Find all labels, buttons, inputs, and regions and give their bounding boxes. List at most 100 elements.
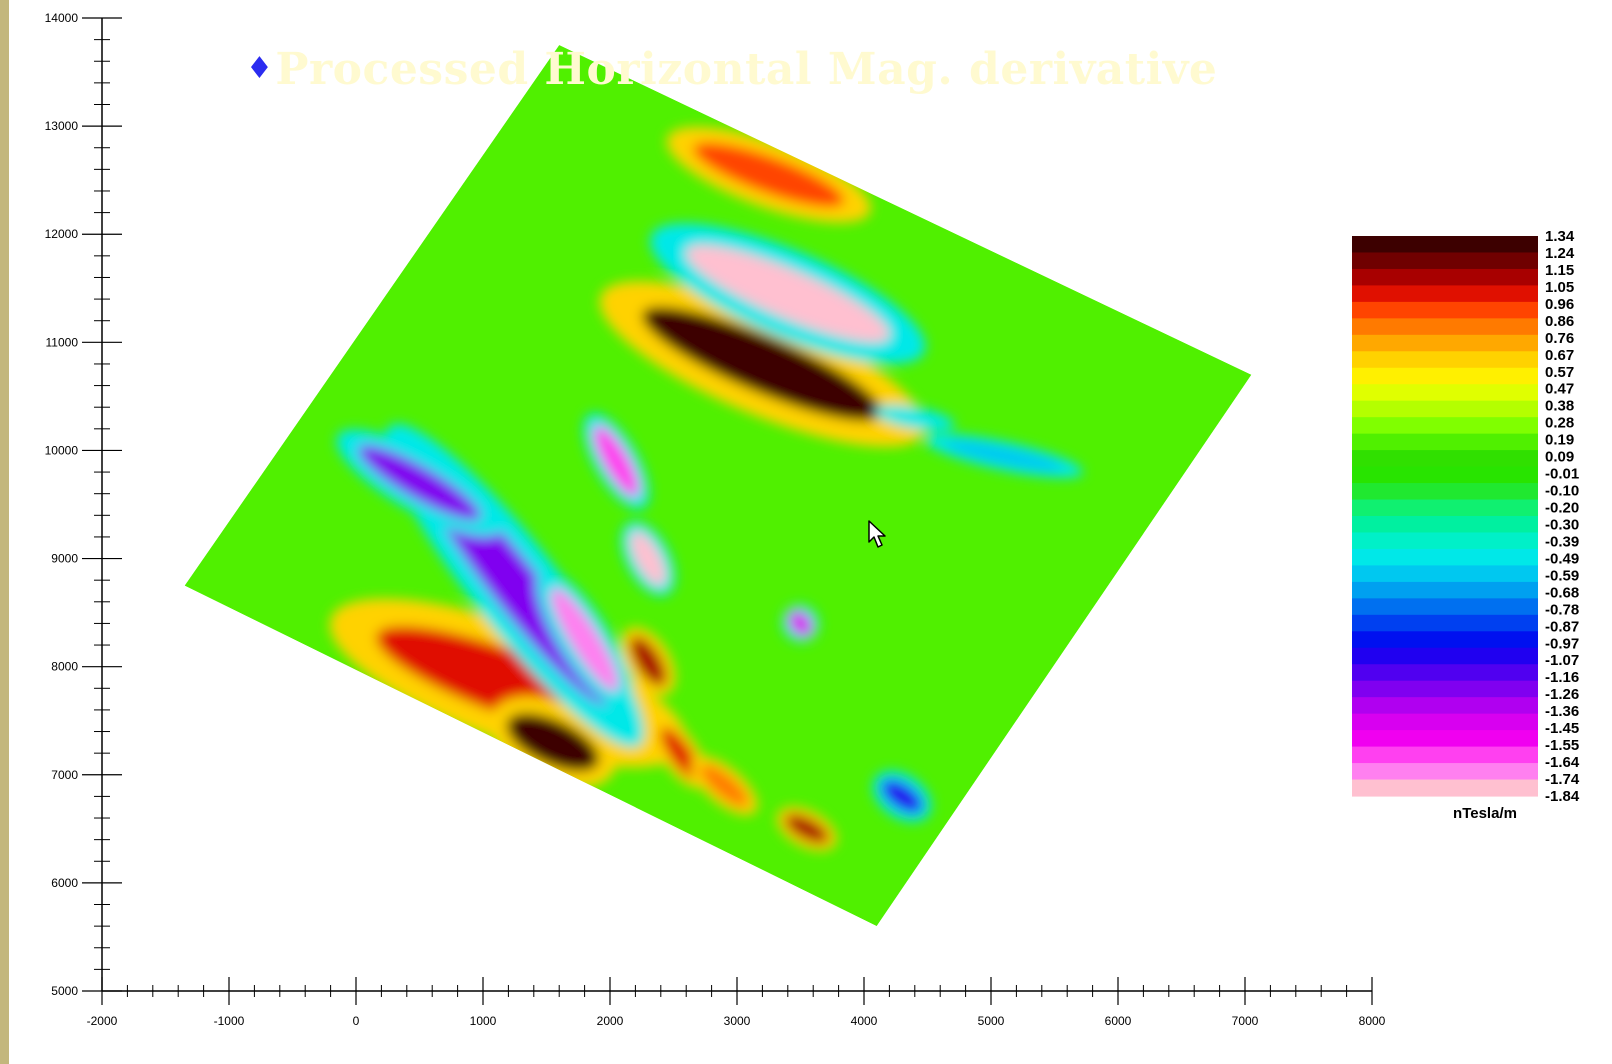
x-tick-label: -2000 [87,1014,118,1028]
colorbar-label: -1.64 [1545,754,1580,771]
colorbar-label: 0.28 [1545,415,1574,432]
colorbar-label: 0.86 [1545,313,1574,330]
y-tick-label: 14000 [45,11,79,25]
x-tick-label: 0 [353,1014,360,1028]
anomaly-blob [885,410,945,426]
anomaly-blob [700,764,749,807]
colorbar-swatch [1352,351,1538,369]
anomaly-blob [693,142,845,207]
colorbar-label: -1.16 [1545,669,1579,686]
colorbar-swatch [1352,516,1538,534]
colorbar-label: -0.20 [1545,500,1579,517]
colorbar-swatch [1352,318,1538,336]
colorbar-label: -1.45 [1545,720,1579,737]
colorbar-swatch [1352,285,1538,303]
y-tick-label: 10000 [45,443,79,457]
colorbar-swatch [1352,614,1538,632]
colorbar-swatch [1352,631,1538,649]
anomaly-blob [630,531,666,586]
x-tick-label: -1000 [214,1014,245,1028]
colorbar-swatch [1352,713,1538,731]
colorbar-swatch [1352,779,1538,797]
x-tick-label: 4000 [851,1014,878,1028]
colorbar-swatch [1352,532,1538,550]
colorbar-swatch [1352,763,1538,781]
colorbar-label: 0.67 [1545,347,1574,364]
chart-title-text: Processed Horizontal Mag. derivative [275,44,1218,95]
anomaly-blob [630,636,667,686]
colorbar-label: -1.36 [1545,703,1579,720]
colorbar-label: -1.55 [1545,737,1579,754]
colorbar-label: 0.19 [1545,432,1574,449]
colorbar-swatch [1352,664,1538,682]
anomaly-blob [660,727,699,779]
colorbar-swatch [1352,433,1538,451]
y-tick-label: 6000 [51,876,78,890]
diamond-bullet-icon: ♦ [246,51,274,86]
colorbar-label: -0.87 [1545,618,1579,635]
colorbar-label: -1.84 [1545,788,1580,805]
y-tick-label: 7000 [51,768,78,782]
colorbar-label: -1.26 [1545,686,1579,703]
y-tick-label: 11000 [46,335,79,349]
x-tick-label: 6000 [1105,1014,1132,1028]
colorbar-label: -0.59 [1545,567,1579,584]
colorbar-label: 1.34 [1545,228,1575,245]
colorbar-unit: nTesla/m [1453,805,1517,822]
colorbar-label: 0.09 [1545,449,1574,466]
anomaly-blob [642,306,883,421]
colorbar: 1.341.241.151.050.960.860.760.670.570.47… [1352,228,1580,822]
colorbar-label: -0.97 [1545,635,1579,652]
anomaly-blob [506,713,600,772]
colorbar-swatch [1352,466,1538,484]
chart-title: ♦Processed Horizontal Mag. derivative [246,44,1217,95]
colorbar-label: 1.24 [1545,245,1575,262]
colorbar-label: -0.49 [1545,550,1579,567]
colorbar-label: 1.05 [1545,279,1574,296]
colorbar-swatch [1352,680,1538,698]
colorbar-swatch [1352,384,1538,402]
anomaly-blob [788,610,813,636]
x-tick-label: 3000 [724,1014,751,1028]
anomaly-blob [881,779,923,814]
colorbar-label: -1.07 [1545,652,1579,669]
colorbar-swatch [1352,268,1538,287]
anomaly-blob [593,426,639,497]
colorbar-swatch [1352,483,1538,501]
colorbar-swatch [1352,548,1538,567]
colorbar-swatch [1352,697,1538,715]
left-border-strip [0,0,9,1064]
mouse-pointer-icon [868,520,886,548]
colorbar-label: -0.39 [1545,533,1579,550]
colorbar-swatch [1352,746,1538,764]
y-tick-label: 13000 [45,119,79,133]
colorbar-label: -0.68 [1545,584,1579,601]
y-tick-label: 8000 [51,660,78,674]
anomaly-blob [550,588,619,692]
x-tick-label: 5000 [978,1014,1005,1028]
colorbar-swatch [1352,450,1538,468]
colorbar-swatch [1352,400,1538,418]
colorbar-swatch [1352,367,1538,385]
y-tick-label: 9000 [51,552,78,566]
y-tick-label: 5000 [51,984,78,998]
colorbar-swatch [1352,730,1538,748]
colorbar-swatch [1352,647,1538,665]
colorbar-label: -0.78 [1545,601,1579,618]
colorbar-swatch [1352,499,1538,517]
colorbar-label: 0.96 [1545,296,1574,313]
axes: -2000 -1000 0 1000 2000 3000 4000 5000 6000 7000 8… [45,11,1386,1028]
colorbar-swatch [1352,334,1538,352]
y-tick-label: 12000 [45,227,79,241]
x-tick-label: 2000 [597,1014,624,1028]
colorbar-label: -1.74 [1545,771,1580,788]
anomaly-blob [944,441,1063,471]
colorbar-label: 0.57 [1545,364,1574,381]
colorbar-label: -0.01 [1545,466,1579,483]
colorbar-swatch [1352,581,1538,599]
colorbar-swatch [1352,598,1538,616]
colorbar-swatch [1352,301,1538,319]
x-tick-label: 1000 [470,1014,497,1028]
x-tick-label: 7000 [1232,1014,1259,1028]
